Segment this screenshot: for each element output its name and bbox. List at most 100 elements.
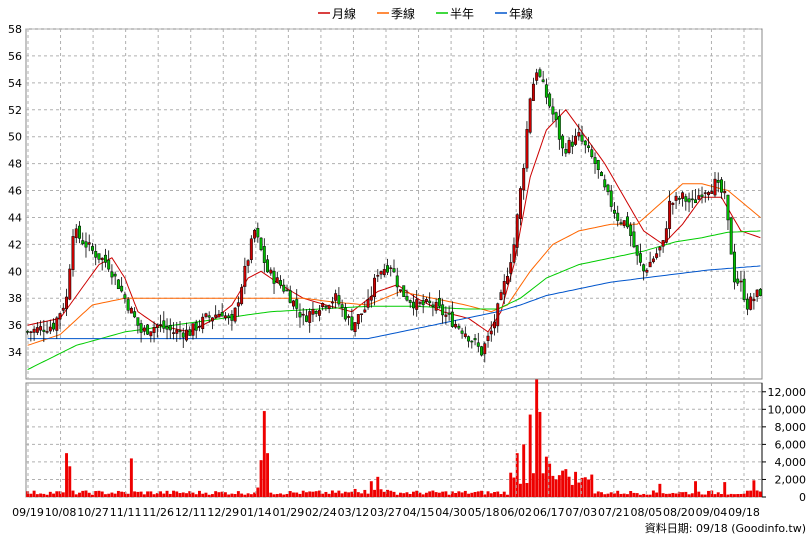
candle-body (389, 267, 393, 269)
volume-bar (437, 492, 441, 497)
candle-body (729, 217, 733, 255)
candle-body (431, 304, 435, 307)
volume-bar (386, 489, 389, 497)
candle-body (139, 323, 143, 333)
volume-tick-label: 6,000 (775, 438, 807, 451)
date-tick-label: 11/11 (110, 506, 142, 519)
volume-bar (600, 492, 603, 497)
volume-bar (574, 471, 578, 497)
candle-body (609, 190, 613, 207)
candle-body (386, 265, 389, 273)
volume-bar (133, 491, 137, 497)
volume-y-axis: 0 2,000 4,000 6,000 8,000 10,000 12,000 (761, 383, 807, 504)
candle-body (246, 260, 250, 266)
volume-bar (664, 493, 668, 497)
volume-tick-label: 0 (799, 491, 806, 504)
candle-body (713, 178, 717, 196)
volume-bar (531, 473, 535, 497)
volume-bar (152, 494, 156, 497)
legend: 月線 季線 半年 年線 (318, 6, 533, 21)
volume-bar (275, 493, 279, 497)
volume-bar (155, 493, 159, 497)
candle-body (703, 192, 707, 194)
candle-body (561, 135, 565, 149)
candle-body (317, 310, 321, 316)
volume-bar (285, 493, 289, 497)
volume-bar (651, 490, 655, 497)
candle-body (298, 312, 302, 318)
legend-label-2: 半年 (450, 7, 474, 21)
candle-body (165, 326, 169, 330)
volume-bar (123, 492, 127, 497)
volume-bar (207, 494, 211, 497)
candle-body (168, 325, 172, 331)
volume-bar (204, 492, 208, 497)
volume-bar (758, 491, 762, 497)
candle-body (369, 295, 373, 301)
candle-body (749, 296, 753, 310)
volume-bar (674, 493, 678, 497)
volume-bar (587, 479, 590, 497)
volume-bar (707, 490, 710, 497)
candle-body (415, 299, 419, 310)
price-tick-label: 36 (8, 319, 22, 332)
volume-bar (723, 482, 727, 497)
candle-body (694, 199, 697, 204)
candle-body (538, 69, 542, 77)
volume-bar (629, 491, 633, 497)
volume-bar (544, 456, 548, 497)
volume-bar (214, 491, 218, 497)
candle-body (159, 324, 163, 326)
volume-bar (577, 482, 581, 497)
volume-bar (26, 491, 30, 497)
volume-bar (418, 492, 422, 497)
candle-body (266, 259, 270, 273)
volume-bar (126, 493, 130, 497)
volume-bar (428, 491, 432, 497)
volume-bar (642, 493, 646, 497)
candle-body (755, 289, 759, 298)
candle-body (752, 298, 756, 302)
candle-body (142, 327, 146, 332)
candle-body (223, 315, 227, 319)
candle-body (35, 327, 39, 333)
candle-body (648, 261, 652, 268)
candle-body (564, 149, 568, 154)
candle-body (220, 312, 224, 317)
candle-body (71, 236, 75, 270)
volume-bar (570, 484, 574, 497)
candle-body (622, 220, 626, 227)
candle-body (210, 317, 214, 322)
candle-body (486, 335, 490, 341)
candle-body (506, 275, 509, 284)
volume-bar (506, 494, 509, 497)
volume-bar (233, 494, 237, 497)
volume-bar (188, 491, 192, 497)
candle-body (596, 160, 600, 171)
volume-bar (431, 490, 435, 497)
candle-body (58, 313, 62, 320)
candle-body (480, 346, 484, 356)
legend-label-1: 季線 (391, 6, 415, 21)
volume-bar (463, 490, 467, 497)
candle-body (126, 299, 130, 311)
volume-bar (483, 494, 487, 497)
volume-bar (645, 494, 649, 497)
price-tick-label: 44 (8, 211, 22, 224)
volume-bar (700, 494, 704, 497)
date-tick-label: 09/19 (12, 506, 44, 519)
candle-body (684, 196, 688, 202)
volume-bars (26, 379, 762, 497)
candle-body (243, 265, 247, 287)
volume-bar (110, 492, 114, 497)
candle-body (162, 320, 166, 329)
ma-line-1 (27, 183, 761, 346)
candle-body (181, 332, 185, 338)
candle-body (554, 112, 558, 120)
volume-bar (535, 379, 539, 497)
volume-bar (434, 492, 438, 497)
volume-bar (755, 490, 759, 497)
candle-body (240, 287, 244, 305)
candle-body (191, 323, 195, 336)
volume-bar (256, 487, 260, 497)
